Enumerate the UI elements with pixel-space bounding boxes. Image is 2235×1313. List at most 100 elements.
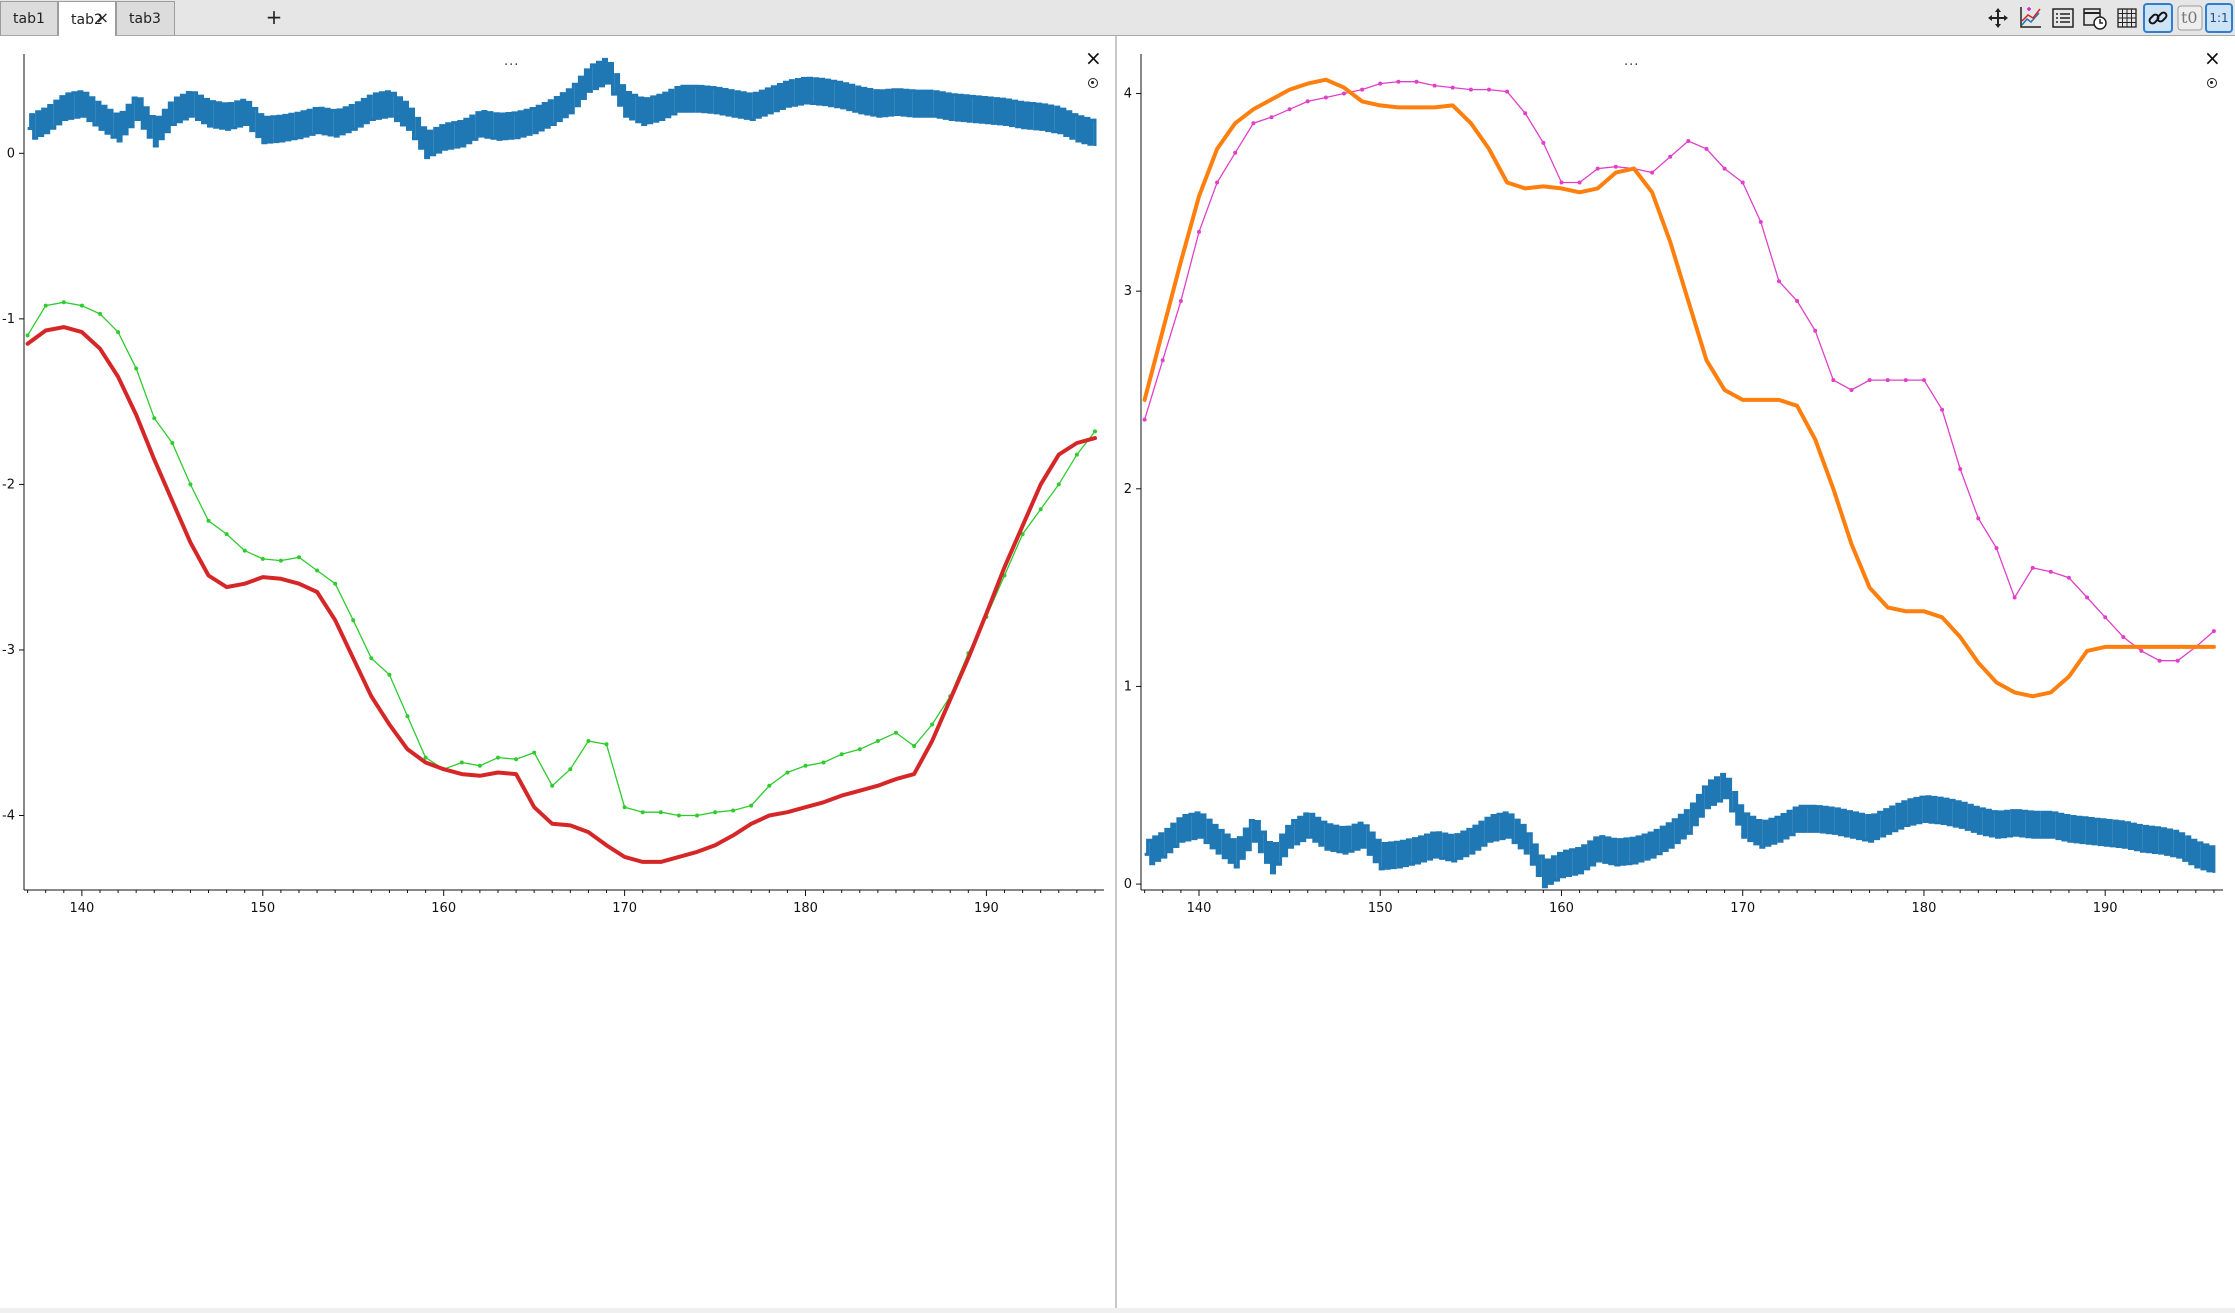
series-point	[333, 581, 338, 586]
y-tick-label: -3	[2, 643, 15, 658]
plot-style-icon	[2020, 7, 2041, 28]
plot-area-left[interactable]: 0 -1 -2 -3 -4 140 150 160 170 180 190	[0, 36, 1115, 1313]
y-tick-label: 3	[1124, 284, 1132, 299]
series-point	[98, 311, 102, 316]
series-point	[152, 416, 157, 421]
series-point	[1378, 81, 1383, 86]
x-tick-label: 190	[974, 901, 999, 916]
y-tick-label: 4	[1124, 87, 1132, 102]
ratio-tool-button[interactable]: 1:1	[2205, 3, 2233, 33]
series-point	[1523, 111, 1528, 116]
close-icon[interactable]: ×	[1085, 46, 1102, 70]
series-point	[1849, 388, 1854, 392]
series-line	[27, 57, 1097, 160]
series-point	[1323, 95, 1328, 100]
series-point	[1160, 358, 1165, 363]
add-tab-button[interactable]: +	[265, 5, 283, 29]
pan-tool-button[interactable]	[1983, 3, 2013, 33]
calendar-clock-icon	[2083, 8, 2107, 30]
series-point	[170, 441, 175, 445]
time-tool-button[interactable]	[2080, 3, 2110, 33]
series-point	[61, 300, 66, 305]
series-point	[1922, 378, 1926, 383]
series-point	[1777, 279, 1781, 284]
list-icon	[2052, 8, 2074, 28]
series-point	[1758, 220, 1763, 224]
series-line	[1142, 77, 2216, 699]
series-point	[2175, 658, 2180, 663]
series-2-thick-line	[1142, 77, 2216, 699]
series-point	[496, 755, 500, 760]
x-tick-label: 140	[1187, 901, 1212, 916]
y-tick-label: 1	[1124, 679, 1132, 694]
series-point	[477, 763, 482, 768]
series-point	[1650, 170, 1655, 175]
series-point	[25, 333, 30, 338]
pin-icon[interactable]	[2207, 78, 2217, 88]
series-point	[1831, 378, 1836, 383]
x-tick-label: 170	[1730, 901, 1755, 916]
y-tick-label: -2	[2, 477, 15, 492]
tab-close-icon[interactable]: ×	[95, 8, 109, 27]
series-point	[387, 672, 392, 677]
series-point	[1305, 99, 1310, 104]
close-icon[interactable]: ×	[2204, 46, 2221, 70]
series-point	[731, 808, 736, 813]
series-point	[1233, 150, 1238, 155]
tab-tab3[interactable]: tab3	[116, 1, 175, 35]
series-point	[1251, 121, 1256, 126]
series-point	[459, 760, 464, 765]
tab-tab2[interactable]: tab2 ×	[58, 1, 116, 37]
series-point	[297, 555, 301, 560]
series-point	[875, 739, 880, 743]
series-point	[116, 330, 121, 335]
t0-label: t0	[2181, 8, 2198, 27]
tab-label: tab2	[71, 11, 103, 28]
x-tick-label: 150	[1368, 901, 1393, 916]
series-point	[550, 783, 555, 788]
t0-tool-button[interactable]: t0	[2175, 3, 2205, 33]
tab-tab1[interactable]: tab1	[0, 1, 58, 35]
series-point	[1867, 378, 1872, 383]
plot-area-right[interactable]: 0 1 2 3 4 140 150 160 170 180 190	[1117, 36, 2235, 1313]
series-point	[1215, 180, 1220, 185]
grid-tool-button[interactable]	[2112, 3, 2142, 33]
x-tick-label: 170	[612, 901, 637, 916]
series-point	[2085, 595, 2090, 600]
plot-panel-left: ... × 0 -1 -2 -3 -4 140 150 160 170 180 190	[0, 36, 1115, 1313]
tab-label: tab3	[129, 10, 161, 27]
plot-style-tool-button[interactable]	[2015, 3, 2045, 33]
series-point	[532, 750, 537, 755]
series-point	[1595, 166, 1600, 171]
series-point	[785, 770, 790, 775]
y-tick-label: 2	[1124, 482, 1132, 497]
link-tool-button[interactable]	[2143, 3, 2173, 33]
series-line	[27, 301, 1096, 817]
series-point	[1450, 85, 1455, 90]
series-point	[1686, 139, 1691, 143]
panel-divider[interactable]	[1115, 36, 1117, 1313]
series-point	[1432, 83, 1437, 88]
series-point	[1038, 507, 1043, 512]
pin-icon[interactable]	[1088, 78, 1098, 88]
series-point	[1056, 482, 1061, 487]
series-point	[1414, 79, 1419, 84]
series-point	[1541, 140, 1546, 145]
series-point	[1287, 107, 1292, 112]
series-point	[206, 518, 211, 523]
t0-icon: t0	[2177, 5, 2203, 31]
series-point	[405, 714, 410, 719]
plot-panel-right: ... × 0 1 2 3 4 140 150 160 170 180 190	[1117, 36, 2235, 1313]
move-arrows-icon	[1988, 8, 2008, 28]
series-point	[1269, 115, 1274, 120]
legend-tool-button[interactable]	[2048, 3, 2078, 33]
series-point	[1487, 87, 1491, 92]
series-point	[2103, 615, 2108, 620]
series-line	[25, 325, 1097, 864]
series-point	[912, 744, 917, 748]
series-point	[1613, 164, 1618, 169]
panel-title: ...	[504, 54, 520, 69]
x-tick-label: 150	[250, 901, 275, 916]
tab-label: tab1	[13, 10, 45, 27]
tab-bar: tab1 tab2 × tab3 +	[0, 0, 2235, 37]
